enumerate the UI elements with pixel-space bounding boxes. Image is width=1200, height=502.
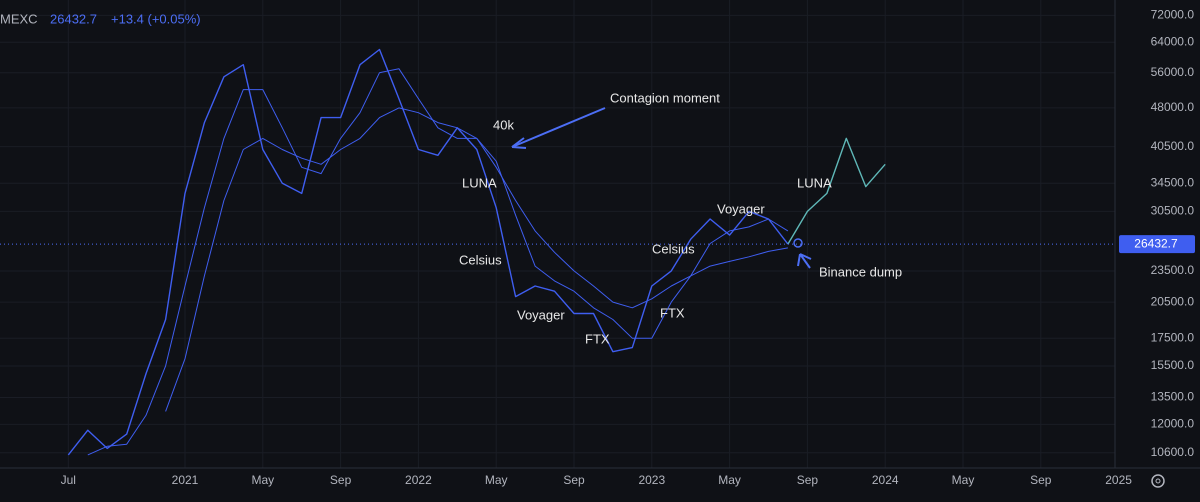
- x-tick-label: May: [251, 473, 274, 487]
- x-tick-label: 2021: [172, 473, 199, 487]
- y-tick-label: 23500.0: [1151, 263, 1195, 277]
- gear-center[interactable]: [1155, 478, 1161, 484]
- annotation: Celsius: [459, 252, 502, 267]
- annotation: 40k: [493, 117, 514, 132]
- header-price: 26432.7: [50, 11, 97, 26]
- header-change: +13.4 (+0.05%): [111, 11, 201, 26]
- symbol: MEXC: [0, 11, 38, 26]
- plot: [0, 48, 1115, 456]
- price-line: [165, 107, 788, 412]
- last-price-label: 26432.7: [1134, 236, 1178, 250]
- x-tick-label: Jul: [61, 473, 76, 487]
- price-line: [787, 137, 886, 245]
- annotation: Celsius: [652, 241, 695, 256]
- settings-icon[interactable]: [1151, 474, 1165, 488]
- price-line: [87, 68, 789, 456]
- x-tick-label: May: [718, 473, 741, 487]
- y-tick-label: 15500.0: [1151, 358, 1195, 372]
- x-tick-label: Sep: [797, 473, 819, 487]
- y-tick-label: 72000.0: [1151, 7, 1195, 21]
- annotation: Binance dump: [819, 264, 902, 279]
- y-tick-label: 56000.0: [1151, 65, 1195, 79]
- y-tick-label: 64000.0: [1151, 34, 1195, 48]
- arrow: [511, 107, 606, 148]
- x-tick-label: Sep: [563, 473, 585, 487]
- x-tick-label: 2023: [638, 473, 665, 487]
- y-tick-label: 10600.0: [1151, 445, 1195, 459]
- arrow: [797, 253, 812, 269]
- y-tick-label: 12000.0: [1151, 417, 1195, 431]
- price-line: [67, 48, 789, 456]
- annotation: LUNA: [797, 175, 832, 190]
- y-tick-label: 17500.0: [1151, 330, 1195, 344]
- y-tick-label: 48000.0: [1151, 100, 1195, 114]
- x-tick-label: Sep: [1030, 473, 1052, 487]
- gear[interactable]: [1151, 474, 1165, 488]
- x-tick-label: 2022: [405, 473, 432, 487]
- x-tick-label: 2024: [872, 473, 899, 487]
- y-tick-label: 13500.0: [1151, 390, 1195, 404]
- annotation: FTX: [660, 305, 685, 320]
- x-tick-label: May: [485, 473, 508, 487]
- y-tick-label: 30500.0: [1151, 204, 1195, 218]
- x-tick-label: Sep: [330, 473, 352, 487]
- x-tick-label: 2025: [1105, 473, 1132, 487]
- annotation: Voyager: [717, 201, 765, 216]
- y-tick-label: 40500.0: [1151, 139, 1195, 153]
- arrow-head: [511, 137, 527, 149]
- annotation: Voyager: [517, 307, 565, 322]
- y-tick-label: 20500.0: [1151, 294, 1195, 308]
- annotation: LUNA: [462, 175, 497, 190]
- grid: [0, 0, 1115, 468]
- marker-circle: [793, 238, 803, 248]
- annotation: Contagion moment: [610, 90, 720, 105]
- x-tick-label: May: [952, 473, 975, 487]
- annotation: FTX: [585, 331, 610, 346]
- y-tick-label: 34500.0: [1151, 175, 1195, 189]
- last-price-box: [1119, 235, 1195, 254]
